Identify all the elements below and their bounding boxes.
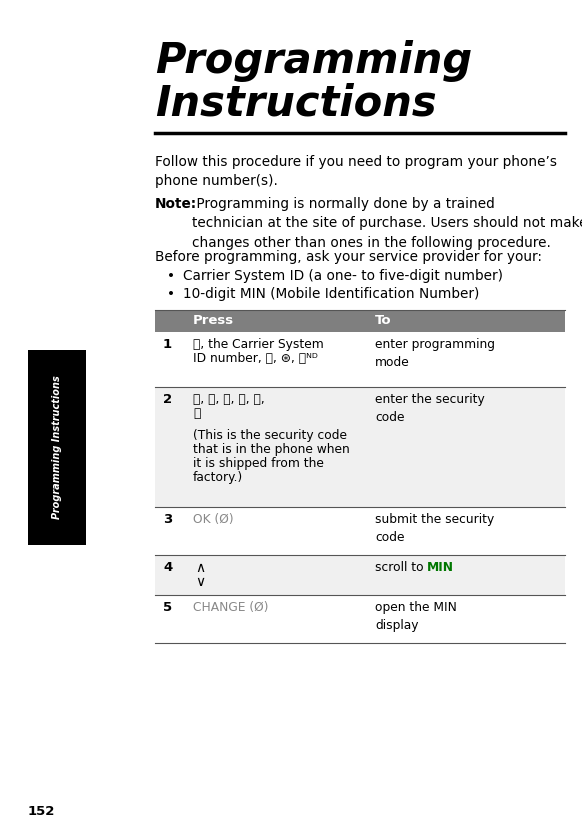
Text: 4: 4 bbox=[163, 561, 172, 574]
Text: Follow this procedure if you need to program your phone’s
phone number(s).: Follow this procedure if you need to pro… bbox=[155, 155, 557, 188]
Text: •: • bbox=[167, 269, 175, 283]
Bar bbox=[155, 310, 565, 332]
Text: open the MIN
display: open the MIN display bbox=[375, 601, 457, 632]
Text: ∧: ∧ bbox=[195, 561, 205, 575]
Text: ⓪, ⓪, ⓪, ⓪, ⓪,: ⓪, ⓪, ⓪, ⓪, ⓪, bbox=[193, 393, 265, 406]
Text: MIN: MIN bbox=[427, 561, 454, 574]
Text: Programming is normally done by a trained
technician at the site of purchase. Us: Programming is normally done by a traine… bbox=[192, 197, 582, 250]
Text: Press: Press bbox=[193, 314, 234, 327]
Text: OK (Ø): OK (Ø) bbox=[193, 513, 233, 526]
Text: Programming: Programming bbox=[155, 40, 472, 82]
Text: Programming Instructions: Programming Instructions bbox=[52, 375, 62, 519]
Text: 3: 3 bbox=[163, 513, 172, 526]
Bar bbox=[155, 332, 565, 387]
Text: enter programming
mode: enter programming mode bbox=[375, 338, 495, 369]
Text: To: To bbox=[375, 314, 392, 327]
Text: 10-digit MIN (Mobile Identification Number): 10-digit MIN (Mobile Identification Numb… bbox=[183, 287, 480, 301]
Text: •: • bbox=[167, 287, 175, 301]
Text: it is shipped from the: it is shipped from the bbox=[193, 457, 324, 470]
Text: (This is the security code: (This is the security code bbox=[193, 429, 347, 442]
Text: submit the security
code: submit the security code bbox=[375, 513, 494, 544]
Text: 1: 1 bbox=[163, 338, 172, 351]
Text: ∨: ∨ bbox=[195, 575, 205, 589]
Bar bbox=[155, 595, 565, 643]
Text: 5: 5 bbox=[163, 601, 172, 614]
Bar bbox=[28, 350, 86, 545]
Text: Before programming, ask your service provider for your:: Before programming, ask your service pro… bbox=[155, 250, 542, 264]
Text: enter the security
code: enter the security code bbox=[375, 393, 485, 424]
Text: Note:: Note: bbox=[155, 197, 197, 211]
Text: Instructions: Instructions bbox=[155, 83, 436, 125]
Text: factory.): factory.) bbox=[193, 471, 243, 484]
Text: CHANGE (Ø): CHANGE (Ø) bbox=[193, 601, 268, 614]
Text: 2: 2 bbox=[163, 393, 172, 406]
Text: 152: 152 bbox=[28, 805, 55, 818]
Text: ⓗ, the Carrier System: ⓗ, the Carrier System bbox=[193, 338, 324, 351]
Text: ⓪: ⓪ bbox=[193, 407, 200, 420]
Bar bbox=[155, 507, 565, 555]
Text: ID number, ⓗ, ⊛, Ⓢᴺᴰ: ID number, ⓗ, ⊛, Ⓢᴺᴰ bbox=[193, 352, 318, 365]
Bar bbox=[155, 555, 565, 595]
Text: scroll to: scroll to bbox=[375, 561, 428, 574]
Bar bbox=[155, 387, 565, 507]
Text: Carrier System ID (a one- to five-digit number): Carrier System ID (a one- to five-digit … bbox=[183, 269, 503, 283]
Text: that is in the phone when: that is in the phone when bbox=[193, 443, 350, 456]
